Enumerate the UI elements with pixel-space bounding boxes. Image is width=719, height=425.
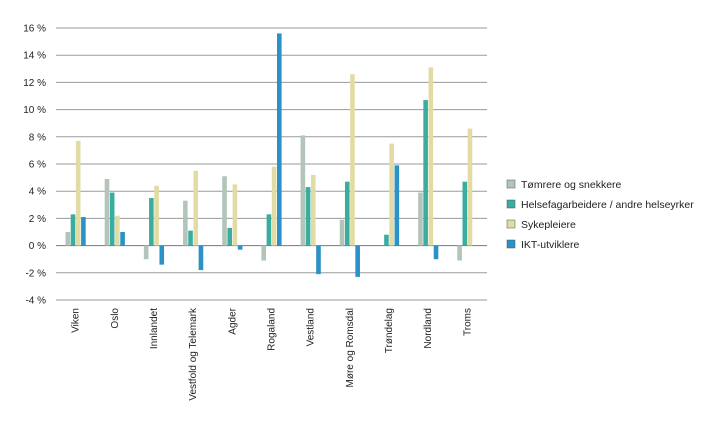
bar <box>183 200 188 246</box>
legend: Tømrere og snekkere Helsefagarbeidere / a… <box>506 179 694 251</box>
x-tick-label-group: Vestland <box>306 308 317 346</box>
bar <box>389 143 394 246</box>
y-tick-label: 12 % <box>23 78 46 89</box>
x-tick-label: Rogaland <box>267 308 278 351</box>
legend-swatch <box>506 239 516 249</box>
bar <box>355 245 360 277</box>
bar <box>467 128 473 246</box>
y-tick-label: -4 % <box>25 296 46 307</box>
legend-label: Tømrere og snekkere <box>521 179 622 191</box>
bar <box>394 165 400 246</box>
x-tick-label-group: Vestfold og Telemark <box>188 307 199 401</box>
bar <box>109 192 115 246</box>
bar <box>70 214 76 246</box>
y-tick-label: 14 % <box>23 51 46 62</box>
y-tick-label: 16 % <box>23 24 46 35</box>
bar <box>149 198 154 246</box>
bar <box>227 227 233 246</box>
bar <box>418 192 423 246</box>
x-tick-label: Trøndelag <box>384 308 395 353</box>
y-tick-label: 2 % <box>29 214 46 225</box>
bar <box>65 232 71 246</box>
bar <box>120 232 125 246</box>
x-tick-label-group: Viken <box>71 308 82 333</box>
x-tick-label-group: Rogaland <box>267 308 278 351</box>
bar <box>75 140 81 246</box>
x-tick-label-group: Agder <box>227 307 238 334</box>
x-tick-label: Agder <box>227 307 238 334</box>
x-axis-ticks: Viken Oslo Innlandet Vestfold og Telemark Ag… <box>71 307 474 401</box>
bar <box>198 245 204 271</box>
x-tick-label-group: Trøndelag <box>384 308 395 353</box>
bar <box>271 166 277 246</box>
bar <box>115 215 120 246</box>
bar <box>81 217 86 246</box>
x-tick-label: Møre og Romsdal <box>345 308 356 387</box>
y-tick-label: 4 % <box>29 187 46 198</box>
y-tick-label: 8 % <box>29 132 46 143</box>
y-tick-label: 0 % <box>29 241 46 252</box>
bar <box>310 174 316 246</box>
x-tick-label: Vestfold og Telemark <box>188 307 199 401</box>
bar <box>277 33 282 246</box>
x-tick-label-group: Innlandet <box>149 308 160 349</box>
bar <box>423 100 428 246</box>
bar <box>104 178 110 246</box>
legend-label: IKT-utviklere <box>521 239 580 251</box>
bars <box>65 33 473 277</box>
bar <box>143 245 149 260</box>
bar <box>222 176 227 246</box>
x-tick-label-group: Nordland <box>423 308 434 349</box>
bar <box>339 219 345 246</box>
x-tick-label: Oslo <box>110 308 121 329</box>
y-tick-label: 10 % <box>23 105 46 116</box>
legend-swatch <box>506 199 516 209</box>
bar <box>300 135 306 246</box>
x-tick-label: Nordland <box>423 308 434 349</box>
bar <box>237 245 243 250</box>
y-axis-ticks: -4 % -2 % 0 % 2 % 4 % 6 % 8 % 10 % 12 % 14 % 16 % <box>23 24 46 307</box>
bar <box>316 245 321 275</box>
bar <box>462 181 468 246</box>
legend-label: Sykepleiere <box>521 219 576 231</box>
bar <box>232 184 238 246</box>
bar <box>350 74 355 246</box>
x-tick-label: Innlandet <box>149 308 160 349</box>
y-tick-label: 6 % <box>29 160 46 171</box>
legend-swatch <box>506 179 516 189</box>
x-tick-label-group: Oslo <box>110 308 121 329</box>
x-tick-label-group: Troms <box>462 308 473 336</box>
bar <box>384 234 389 246</box>
bar <box>305 187 311 246</box>
bar <box>428 67 434 246</box>
bar <box>154 185 159 246</box>
gridlines <box>56 27 487 301</box>
bar <box>266 214 272 246</box>
x-tick-label: Troms <box>462 308 473 336</box>
x-tick-label: Vestland <box>306 308 317 346</box>
x-tick-label: Viken <box>71 308 82 333</box>
bar <box>344 181 350 246</box>
bar <box>433 245 439 260</box>
bar <box>457 245 462 261</box>
bar <box>159 245 165 265</box>
x-tick-label-group: Møre og Romsdal <box>345 308 356 387</box>
legend-swatch <box>506 219 516 229</box>
bar <box>188 230 193 246</box>
legend-label: Helsefagarbeidere / andre helseyrker <box>521 199 694 211</box>
bar <box>261 245 266 261</box>
y-tick-label: -2 % <box>25 268 46 279</box>
bar <box>193 170 199 246</box>
